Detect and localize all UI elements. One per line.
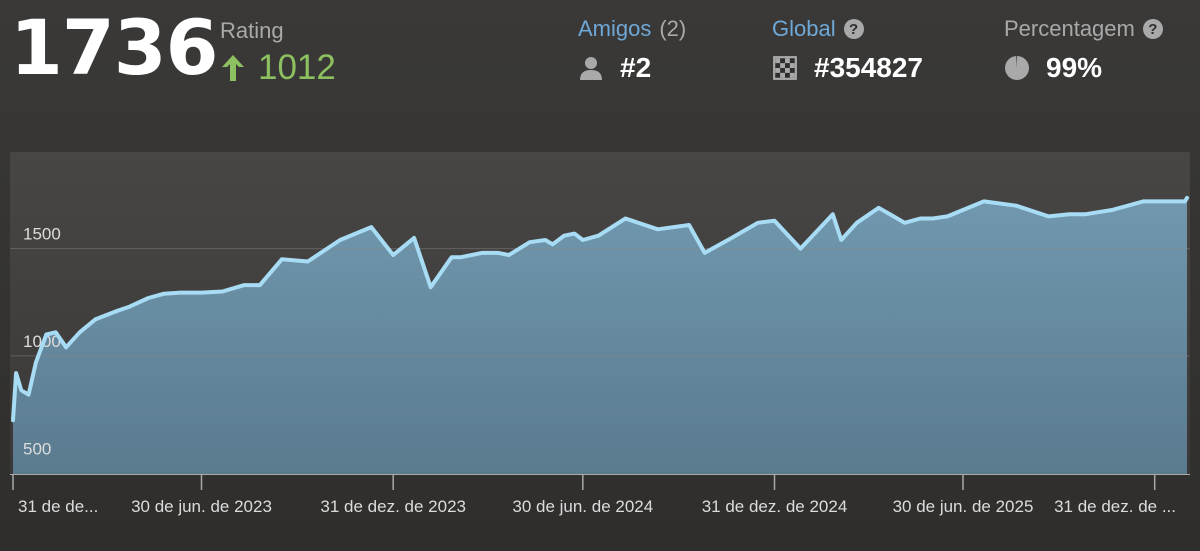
help-icon[interactable]: ?	[1142, 19, 1163, 39]
pie-icon	[1005, 55, 1029, 80]
percentile-stat: Percentagem ? 99%	[1004, 18, 1163, 84]
x-tick-label: 30 de jun. de 2023	[131, 497, 272, 516]
rating-change-value: 1012	[258, 48, 336, 87]
friends-link[interactable]: Amigos	[578, 16, 652, 41]
global-stat: Global ? #354827	[772, 18, 923, 84]
percentile-label: Percentagem	[1004, 16, 1135, 41]
rating-label: Rating	[220, 18, 284, 43]
chessboard-icon	[773, 56, 797, 80]
current-rating: 1736	[10, 3, 219, 92]
x-tick-label: 31 de dez. de 2024	[702, 497, 848, 516]
x-tick-label: 30 de jun. de 2025	[893, 497, 1034, 516]
x-tick-label: 31 de de...	[18, 497, 98, 516]
rating-line	[11, 195, 1189, 423]
rating-change: 1012	[220, 50, 336, 85]
global-rank: #354827	[814, 52, 924, 83]
rating-chart[interactable]: 500 1000 1500 31 de de... 30 de jun. de 202…	[10, 152, 1190, 542]
friends-count: (2)	[659, 16, 687, 41]
x-tick-label: 30 de jun. de 2024	[512, 497, 653, 516]
friends-stat: Amigos (2) #2	[578, 18, 686, 84]
y-tick-label: 1500	[23, 225, 61, 244]
friends-rank: #2	[620, 52, 652, 83]
x-tick-label: 31 de dez. de 2023	[320, 497, 466, 516]
y-tick-label: 500	[23, 439, 51, 458]
rating-block: Rating 1012	[220, 18, 336, 86]
percentile-value: 99%	[1046, 52, 1103, 83]
rating-area	[13, 197, 1187, 474]
help-icon[interactable]: ?	[843, 19, 864, 39]
arrow-up-icon	[222, 54, 244, 81]
person-icon	[580, 57, 602, 80]
x-tick-label: 31 de dez. de ...	[1054, 497, 1176, 516]
global-link[interactable]: Global	[772, 16, 836, 41]
